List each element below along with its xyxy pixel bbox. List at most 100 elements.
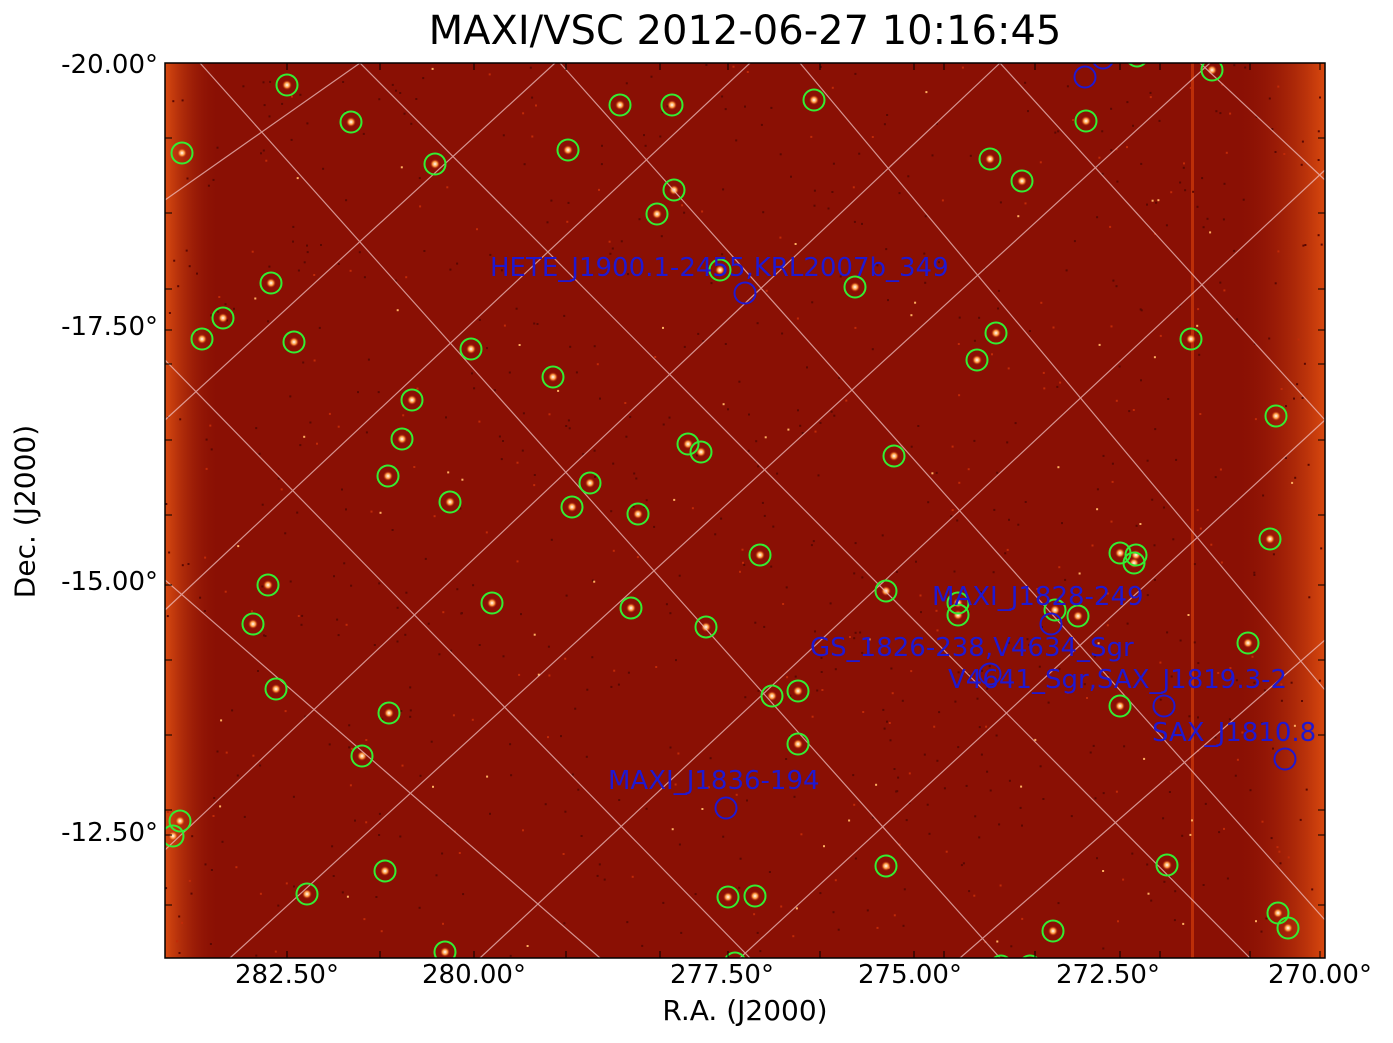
grid-line [359,63,1251,958]
known-source-circle [743,884,767,908]
catalog-source-circle [1039,612,1063,636]
known-source-circle [1264,404,1288,428]
source-labels: HETE_J1900.1-2455,KRL2007b_349 MAXI_J1828… [490,253,1316,796]
known-source-circle [1043,598,1067,622]
known-source-circle [241,612,265,636]
grid-line [959,639,1325,958]
known-source-circle [645,202,669,226]
axis-ticks [165,62,1325,958]
known-source-circle [1108,694,1132,718]
y-tick-label: -12.50° [61,818,158,848]
source-dot [1081,116,1091,126]
known-source-circle [556,138,580,162]
source-dot [548,372,558,382]
source-dot [271,684,281,694]
source-dot [750,891,760,901]
source-dot [177,148,187,158]
known-source-circle [978,147,1002,171]
source-label: MAXI_J1828-249 [932,582,1144,612]
known-source-circle [716,885,740,909]
known-source-circle [1124,543,1148,567]
source-dot [767,691,777,701]
grid-line [1199,63,1325,181]
known-source-circle [1074,109,1098,133]
catalog-source-circle [1152,694,1176,718]
known-source-circle [1179,327,1203,351]
known-source-circle [578,471,602,495]
catalog-source-circles [714,63,1297,820]
source-dot [1073,611,1083,621]
source-dot [282,80,292,90]
source-dot [175,816,185,826]
grid-line [165,63,1001,851]
known-source-circle [786,732,810,756]
catalog-source-circle [1092,63,1114,70]
grid-line [165,579,601,958]
known-source-circle [992,954,1010,958]
source-dot [380,866,390,876]
source-dot [1283,923,1293,933]
known-source-circle [282,330,306,354]
source-dot [1265,534,1275,544]
known-source-circle [190,327,214,351]
known-source-circle [459,337,483,361]
source-label: V4641_Sgr,SAX_J1819.3-2 [948,665,1287,695]
grid-line [229,63,1211,958]
known-source-circle [676,432,700,456]
catalog-source-circle [1073,65,1097,89]
source-dot [701,622,711,632]
grid-line [999,63,1325,421]
known-source-circle [662,178,686,202]
plot-title: MAXI/VSC 2012-06-27 10:16:45 [428,8,1062,54]
known-source-circle [165,824,185,848]
source-dot [1271,411,1281,421]
y-tick-label: -17.50° [61,312,158,342]
known-source-circle [694,615,718,639]
known-source-circle [1041,919,1065,943]
known-source-circle [170,141,194,165]
y-axis-label: Dec. (J2000) [8,424,42,599]
known-source-circle [275,73,299,97]
catalog-source-circle [1273,747,1297,771]
known-source-circle [400,388,424,412]
grid-line [559,63,1325,921]
source-label: SAX_J1810.8 [1152,718,1316,748]
background-noise [165,51,1323,958]
source-dot [567,502,577,512]
source-dot [197,334,207,344]
source-dot [889,451,899,461]
known-source-circle [760,684,784,708]
source-dot [1048,926,1058,936]
source-dot [346,117,356,127]
known-source-circle [259,271,283,295]
source-dot [302,889,312,899]
known-source-circle [256,573,280,597]
known-source-circle [168,809,192,833]
source-dot [626,603,636,613]
known-source-circle [689,440,713,464]
grid-line [739,419,1325,958]
known-source-circle [626,502,650,526]
x-tick-label: 280.00° [422,960,526,990]
known-source-circle [1155,853,1179,877]
source-dot [1186,334,1196,344]
known-source-circles [165,63,1300,958]
known-source-circle [560,495,584,519]
catalog-source-circle [733,281,757,305]
map-background [165,63,1325,958]
known-source-circle [882,444,906,468]
known-source-circle [264,677,288,701]
known-source-circle [376,464,400,488]
source-dot [266,278,276,288]
x-tick-label: 277.50° [670,960,774,990]
known-source-circle [438,490,462,514]
source-dot [357,751,367,761]
source-dot [407,395,417,405]
source-dot [445,497,455,507]
source-dot [1132,51,1142,61]
source-dot [585,478,595,488]
source-dot [793,686,803,696]
known-source-circle [984,321,1008,345]
source-dot [1050,605,1060,615]
source-dot [991,328,1001,338]
